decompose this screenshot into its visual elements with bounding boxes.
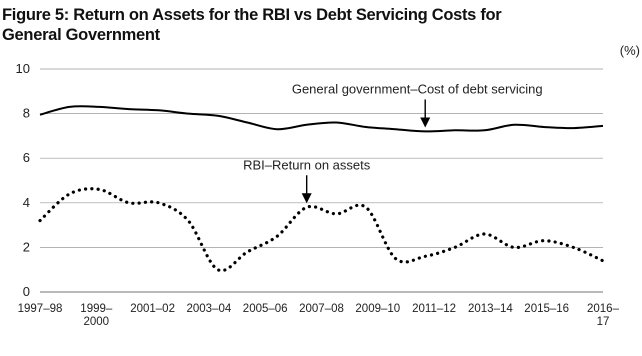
x-tick-label: 2016– xyxy=(587,303,620,315)
x-tick-label-continued: 2000 xyxy=(84,316,110,328)
chart-title-line-2: General Government xyxy=(2,26,161,44)
x-tick-label: 1999– xyxy=(80,303,113,315)
y-tick-labels: 0 2 4 6 8 10 xyxy=(16,61,30,299)
x-tick-label: 2005–06 xyxy=(243,303,288,315)
chart-title-line-1: Figure 5: Return on Assets for the RBI v… xyxy=(2,6,502,24)
x-tick-label-continued: 17 xyxy=(597,316,610,328)
annotation-arrow-head xyxy=(420,117,430,127)
series-line-debt-servicing xyxy=(40,106,603,131)
series-layer xyxy=(40,99,603,270)
y-tick-label: 10 xyxy=(16,61,30,76)
grid-layer xyxy=(40,69,603,292)
annotation-return-on-assets: RBI–Return on assets xyxy=(243,157,371,172)
unit-label: (%) xyxy=(620,43,640,58)
x-tick-label: 2003–04 xyxy=(187,303,232,315)
annotation-debt-servicing: General government–Cost of debt servicin… xyxy=(292,81,543,96)
x-tick-label: 2007–08 xyxy=(299,303,344,315)
y-tick-label: 0 xyxy=(23,284,30,299)
x-tick-label: 2015–16 xyxy=(524,303,569,315)
x-tick-label: 1997–98 xyxy=(18,303,63,315)
x-tick-label: 2011–12 xyxy=(412,303,456,315)
y-tick-label: 6 xyxy=(23,150,30,165)
x-tick-label: 2013–14 xyxy=(468,303,513,315)
y-tick-label: 2 xyxy=(23,239,30,254)
y-tick-label: 8 xyxy=(23,106,30,121)
x-tick-label: 2001–02 xyxy=(130,303,175,315)
series-line-return-on-assets xyxy=(40,189,603,271)
x-tick-labels: 1997–98 1999–2000 2001–02 2003–04 2005–06 200… xyxy=(18,303,620,328)
y-tick-label: 4 xyxy=(23,195,30,210)
x-tick-label: 2009–10 xyxy=(355,303,400,315)
annotation-arrow-head xyxy=(302,193,312,203)
